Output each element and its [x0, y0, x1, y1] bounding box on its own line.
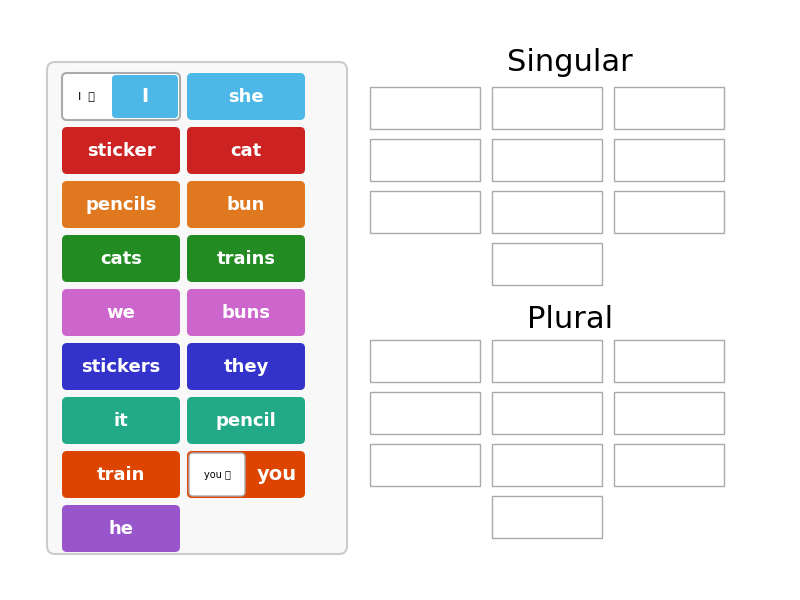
- Text: Singular: Singular: [507, 48, 633, 77]
- Text: cat: cat: [230, 142, 262, 160]
- Bar: [492, 340, 602, 382]
- Bar: [370, 340, 480, 382]
- Text: she: she: [228, 88, 264, 106]
- Text: pencils: pencils: [86, 196, 157, 214]
- FancyBboxPatch shape: [62, 235, 180, 282]
- Bar: [614, 392, 724, 434]
- Text: I: I: [142, 87, 149, 106]
- Bar: [492, 87, 602, 129]
- Text: you 🧑: you 🧑: [203, 469, 230, 479]
- Text: they: they: [223, 358, 269, 376]
- Text: stickers: stickers: [82, 358, 161, 376]
- Bar: [370, 392, 480, 434]
- FancyBboxPatch shape: [62, 73, 180, 120]
- Text: Plural: Plural: [527, 305, 613, 334]
- FancyBboxPatch shape: [62, 505, 180, 552]
- Bar: [492, 496, 602, 538]
- Text: I  🧑: I 🧑: [78, 91, 95, 101]
- Bar: [370, 87, 480, 129]
- Text: trains: trains: [217, 250, 275, 268]
- Text: cats: cats: [100, 250, 142, 268]
- FancyBboxPatch shape: [187, 343, 305, 390]
- FancyBboxPatch shape: [187, 73, 305, 120]
- FancyBboxPatch shape: [62, 451, 180, 498]
- Bar: [492, 444, 602, 486]
- Bar: [614, 87, 724, 129]
- Bar: [492, 191, 602, 233]
- Bar: [370, 444, 480, 486]
- Text: it: it: [114, 412, 128, 430]
- Bar: [614, 191, 724, 233]
- FancyBboxPatch shape: [62, 343, 180, 390]
- Text: train: train: [97, 466, 145, 484]
- FancyBboxPatch shape: [187, 127, 305, 174]
- Text: pencil: pencil: [216, 412, 276, 430]
- FancyBboxPatch shape: [187, 451, 305, 498]
- FancyBboxPatch shape: [187, 397, 305, 444]
- Text: sticker: sticker: [86, 142, 155, 160]
- Bar: [492, 392, 602, 434]
- FancyBboxPatch shape: [187, 235, 305, 282]
- FancyBboxPatch shape: [62, 181, 180, 228]
- Bar: [492, 139, 602, 181]
- FancyBboxPatch shape: [112, 75, 178, 118]
- Bar: [614, 444, 724, 486]
- FancyBboxPatch shape: [187, 289, 305, 336]
- Bar: [492, 243, 602, 285]
- Bar: [370, 139, 480, 181]
- FancyBboxPatch shape: [62, 289, 180, 336]
- FancyBboxPatch shape: [189, 453, 245, 496]
- Text: we: we: [106, 304, 135, 322]
- Bar: [614, 340, 724, 382]
- FancyBboxPatch shape: [47, 62, 347, 554]
- Text: he: he: [109, 520, 134, 538]
- Text: bun: bun: [227, 196, 265, 214]
- FancyBboxPatch shape: [187, 181, 305, 228]
- FancyBboxPatch shape: [62, 397, 180, 444]
- FancyBboxPatch shape: [62, 127, 180, 174]
- Bar: [370, 191, 480, 233]
- Text: you: you: [257, 465, 297, 484]
- Text: buns: buns: [222, 304, 270, 322]
- Bar: [614, 139, 724, 181]
